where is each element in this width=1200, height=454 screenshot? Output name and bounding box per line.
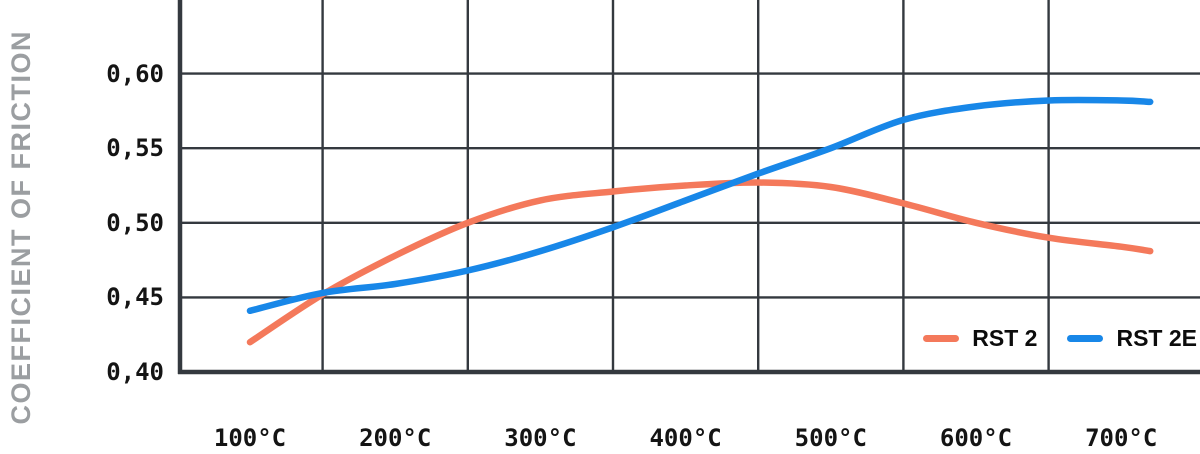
x-tick-label: 600°C (939, 424, 1013, 452)
y-tick-label: 0,55 (106, 134, 164, 163)
y-tick-label: 0,40 (106, 358, 164, 386)
x-tick-label: 300°C (504, 424, 577, 452)
y-tick-label: 0,45 (106, 283, 164, 312)
x-tick-label: 700°C (1085, 424, 1158, 452)
legend-item-rst2e: RST 2E (1067, 325, 1197, 352)
series-line-rst2 (246, 179, 1154, 346)
legend-swatch-rst2-line (923, 334, 960, 342)
legend-label-rst2: RST 2 (972, 324, 1038, 351)
legend-swatch-rst2e-line (1067, 334, 1104, 342)
x-tick-label: 100°C (213, 424, 287, 452)
legend-item-rst2: RST 2 (923, 325, 1037, 352)
x-tick-label: 200°C (359, 424, 432, 452)
x-tick-label: 400°C (649, 424, 722, 452)
y-tick-label: 0,60 (106, 59, 164, 88)
y-tick-label: 0,50 (106, 208, 164, 237)
legend-label-rst2e: RST 2E (1116, 324, 1197, 351)
series-line-rst2e (246, 96, 1154, 315)
legend: RST 2 RST 2E (923, 323, 1197, 353)
x-tick-label: 500°C (794, 424, 867, 452)
